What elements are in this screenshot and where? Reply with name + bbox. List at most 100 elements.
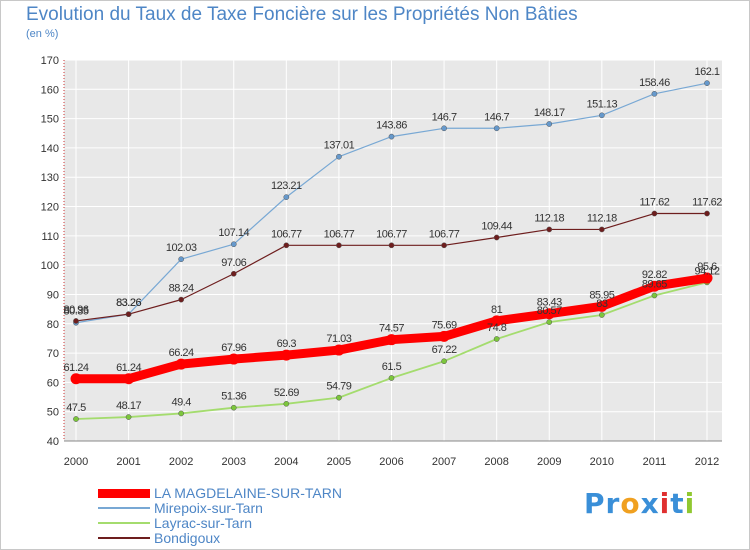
data-label: 80.57 [537, 305, 562, 317]
data-label: 75.69 [432, 319, 457, 331]
data-label: 146.7 [432, 111, 457, 123]
data-label: 83.26 [116, 297, 141, 309]
data-label: 61.24 [63, 362, 88, 374]
data-label: 95.6 [697, 261, 717, 273]
data-label: 107.14 [218, 227, 249, 239]
data-label: 106.77 [271, 228, 302, 240]
data-label: 117.62 [692, 197, 722, 209]
data-label: 83.26 [116, 297, 141, 309]
plot-area [64, 60, 722, 441]
data-label: 47.5 [66, 402, 86, 414]
data-label: 151.13 [587, 98, 618, 110]
data-label: 61.5 [382, 361, 402, 373]
data-point [178, 296, 185, 303]
data-point [648, 280, 660, 292]
data-point [73, 416, 79, 422]
data-point [598, 312, 605, 318]
x-tick-label: 2007 [432, 456, 456, 468]
data-label: 69.3 [277, 338, 297, 350]
logo-letter: i [659, 487, 671, 520]
data-label: 97.06 [221, 257, 246, 269]
data-point [388, 375, 395, 381]
legend-item-magdelaine: LA MAGDELAINE-SUR-TARN [98, 486, 398, 501]
data-point [704, 80, 710, 87]
y-tick-label: 110 [41, 231, 59, 243]
data-point [178, 256, 185, 263]
x-tick-label: 2005 [327, 456, 351, 468]
y-tick-label: 140 [41, 143, 59, 155]
logo-letter: x [640, 487, 660, 520]
data-point [336, 394, 342, 401]
proxiti-logo: Proxiti [584, 487, 695, 520]
data-point [336, 242, 342, 249]
y-axis-unit: (en %) [26, 28, 59, 40]
data-label: 94.12 [694, 265, 719, 277]
data-label: 88.24 [169, 283, 194, 295]
data-point [596, 300, 608, 312]
data-label: 66.24 [169, 347, 194, 359]
legend-item-bondigoux: Bondigoux [98, 531, 398, 546]
data-label: 106.77 [429, 228, 460, 240]
x-tick-label: 2002 [169, 456, 193, 468]
data-point [230, 404, 237, 411]
data-point [386, 334, 397, 346]
data-label: 117.62 [640, 197, 670, 209]
data-label: 106.77 [376, 228, 407, 240]
x-tick-label: 2008 [484, 456, 508, 468]
legend-label-bondigoux: Bondigoux [154, 530, 221, 546]
data-label: 89.65 [642, 278, 667, 290]
data-label: 162.1 [694, 66, 719, 78]
data-point [125, 414, 132, 420]
data-label: 83 [596, 298, 608, 310]
data-point [543, 308, 555, 320]
logo-letter: o [620, 487, 641, 520]
data-point [178, 410, 185, 417]
data-point [546, 121, 553, 127]
data-label: 112.18 [534, 212, 564, 224]
x-tick-label: 2006 [379, 456, 403, 468]
data-point [175, 358, 187, 370]
data-label: 102.03 [166, 242, 197, 254]
data-label: 148.17 [534, 107, 565, 119]
x-tick-label: 2004 [274, 456, 298, 468]
chart-title: Evolution du Taux de Taxe Foncière sur l… [26, 4, 578, 25]
data-label: 123.21 [271, 180, 302, 192]
y-tick-label: 60 [47, 377, 59, 389]
legend-swatch-magdelaine [98, 489, 150, 498]
data-label: 74.57 [379, 323, 404, 335]
y-tick-label: 150 [41, 114, 59, 126]
x-tick-label: 2011 [643, 456, 667, 468]
data-label: 80.96 [63, 304, 88, 316]
data-point [283, 400, 290, 407]
data-label: 137.01 [324, 140, 355, 152]
data-label: 158.46 [639, 77, 670, 89]
data-point [546, 226, 553, 233]
logo-letter: t [670, 487, 685, 520]
logo-letter: i [684, 487, 696, 520]
logo-letter: r [605, 487, 621, 520]
y-tick-label: 90 [47, 289, 59, 301]
y-tick-label: 80 [47, 319, 59, 331]
data-label: 54.79 [326, 381, 351, 393]
data-point [441, 358, 447, 365]
data-label: 74.8 [487, 322, 507, 334]
data-label: 112.18 [587, 212, 617, 224]
y-tick-label: 160 [41, 84, 59, 96]
data-point [230, 241, 237, 248]
logo-letter: P [584, 487, 606, 520]
y-tick-label: 70 [47, 348, 59, 360]
data-point [651, 90, 658, 97]
data-label: 80.35 [63, 306, 88, 318]
legend: LA MAGDELAINE-SUR-TARN Mirepoix-sur-Tarn… [98, 486, 398, 546]
data-label: 146.7 [484, 111, 509, 123]
data-label: 85.95 [589, 289, 614, 301]
x-tick-label: 2003 [222, 456, 246, 468]
data-point [438, 330, 450, 342]
data-point [546, 319, 553, 325]
data-point [493, 125, 500, 132]
data-label: 71.03 [326, 333, 351, 345]
data-point [598, 226, 605, 233]
data-label: 83.43 [537, 297, 562, 309]
x-tick-label: 2012 [695, 456, 719, 468]
